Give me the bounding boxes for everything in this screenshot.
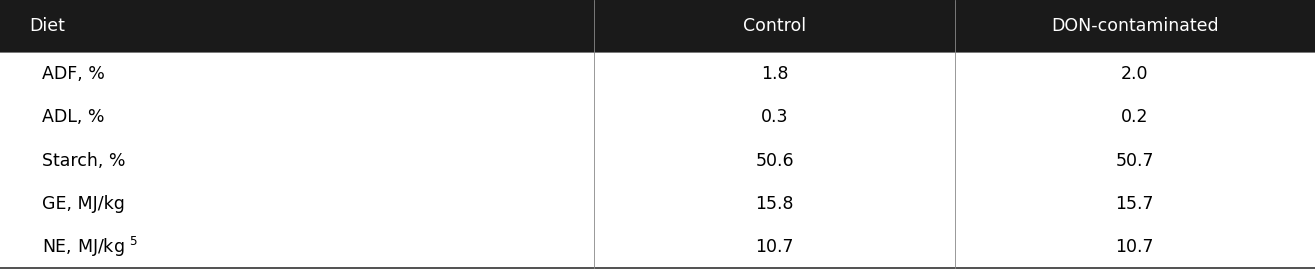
Text: Diet: Diet <box>29 17 64 35</box>
Text: 0.3: 0.3 <box>761 108 788 126</box>
Text: 50.6: 50.6 <box>755 152 794 170</box>
Text: ADF, %: ADF, % <box>42 65 105 83</box>
Text: 2.0: 2.0 <box>1122 65 1148 83</box>
Text: 10.7: 10.7 <box>1115 238 1155 256</box>
Text: 1.8: 1.8 <box>761 65 788 83</box>
Text: DON-contaminated: DON-contaminated <box>1051 17 1219 35</box>
Text: ADL, %: ADL, % <box>42 108 105 126</box>
Bar <box>0 96 1315 139</box>
Bar <box>0 52 1315 96</box>
Bar <box>0 226 1315 269</box>
Text: Control: Control <box>743 17 806 35</box>
Text: NE, MJ/kg $^{5}$: NE, MJ/kg $^{5}$ <box>42 235 138 259</box>
Text: 50.7: 50.7 <box>1115 152 1155 170</box>
Text: GE, MJ/kg: GE, MJ/kg <box>42 195 125 213</box>
Text: Starch, %: Starch, % <box>42 152 125 170</box>
Text: 15.8: 15.8 <box>755 195 794 213</box>
Bar <box>0 0 1315 52</box>
Bar <box>0 139 1315 182</box>
Text: 10.7: 10.7 <box>755 238 794 256</box>
Bar <box>0 182 1315 226</box>
Text: 0.2: 0.2 <box>1122 108 1148 126</box>
Text: 15.7: 15.7 <box>1115 195 1155 213</box>
